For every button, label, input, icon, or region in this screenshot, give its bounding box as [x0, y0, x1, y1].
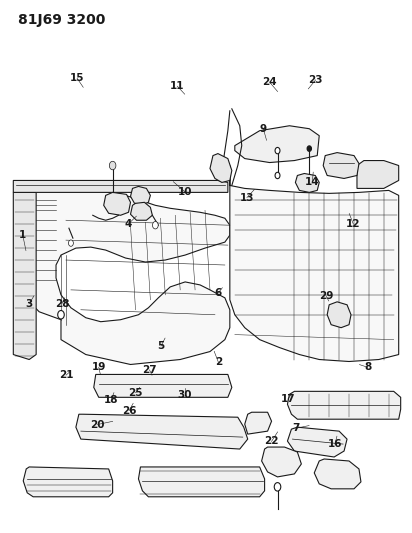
Text: 29: 29 — [319, 290, 333, 301]
Circle shape — [275, 148, 280, 154]
Polygon shape — [131, 187, 150, 204]
Polygon shape — [138, 467, 265, 497]
Polygon shape — [245, 412, 272, 434]
Text: 19: 19 — [91, 362, 106, 372]
Text: 30: 30 — [178, 390, 192, 400]
Circle shape — [58, 311, 64, 319]
Polygon shape — [131, 203, 152, 220]
Text: 81J69 3200: 81J69 3200 — [18, 13, 105, 27]
Polygon shape — [23, 467, 112, 497]
Polygon shape — [323, 152, 359, 179]
Text: 16: 16 — [328, 439, 342, 449]
Text: 21: 21 — [59, 370, 73, 380]
Text: 27: 27 — [142, 365, 157, 375]
Text: 13: 13 — [240, 192, 254, 203]
Polygon shape — [235, 126, 319, 163]
Polygon shape — [288, 427, 347, 457]
Polygon shape — [230, 166, 399, 361]
Polygon shape — [94, 375, 232, 397]
Text: 22: 22 — [264, 437, 279, 447]
Text: 4: 4 — [124, 219, 132, 229]
Text: 5: 5 — [157, 341, 165, 351]
Text: 23: 23 — [309, 75, 323, 85]
Text: 10: 10 — [178, 187, 193, 197]
Text: 20: 20 — [90, 419, 105, 430]
Text: 12: 12 — [346, 219, 360, 229]
Circle shape — [307, 146, 311, 151]
Circle shape — [68, 240, 73, 246]
Text: 25: 25 — [129, 387, 143, 398]
Polygon shape — [210, 154, 232, 182]
Circle shape — [275, 172, 280, 179]
Polygon shape — [295, 173, 319, 192]
Polygon shape — [13, 181, 228, 192]
Text: 1: 1 — [19, 230, 26, 240]
Text: 28: 28 — [55, 298, 69, 309]
Polygon shape — [357, 160, 399, 188]
Text: 3: 3 — [26, 298, 33, 309]
Polygon shape — [262, 447, 301, 477]
Polygon shape — [327, 302, 351, 328]
Polygon shape — [13, 192, 36, 360]
Polygon shape — [18, 185, 230, 365]
Circle shape — [274, 482, 281, 491]
Wedge shape — [109, 161, 116, 170]
Text: 26: 26 — [122, 406, 136, 416]
Polygon shape — [288, 391, 401, 419]
Polygon shape — [314, 459, 361, 489]
Text: 8: 8 — [364, 362, 371, 372]
Polygon shape — [76, 414, 248, 449]
Text: 6: 6 — [215, 288, 222, 298]
Text: 17: 17 — [281, 394, 295, 404]
Text: 24: 24 — [262, 77, 277, 87]
Text: 2: 2 — [215, 357, 222, 367]
Text: 9: 9 — [260, 124, 267, 134]
Circle shape — [152, 222, 158, 229]
Text: 18: 18 — [104, 395, 118, 405]
Text: 15: 15 — [70, 73, 84, 83]
Text: 11: 11 — [170, 81, 185, 91]
Circle shape — [307, 176, 311, 181]
Polygon shape — [104, 192, 131, 215]
Text: 7: 7 — [293, 423, 300, 433]
Text: 14: 14 — [305, 176, 320, 187]
